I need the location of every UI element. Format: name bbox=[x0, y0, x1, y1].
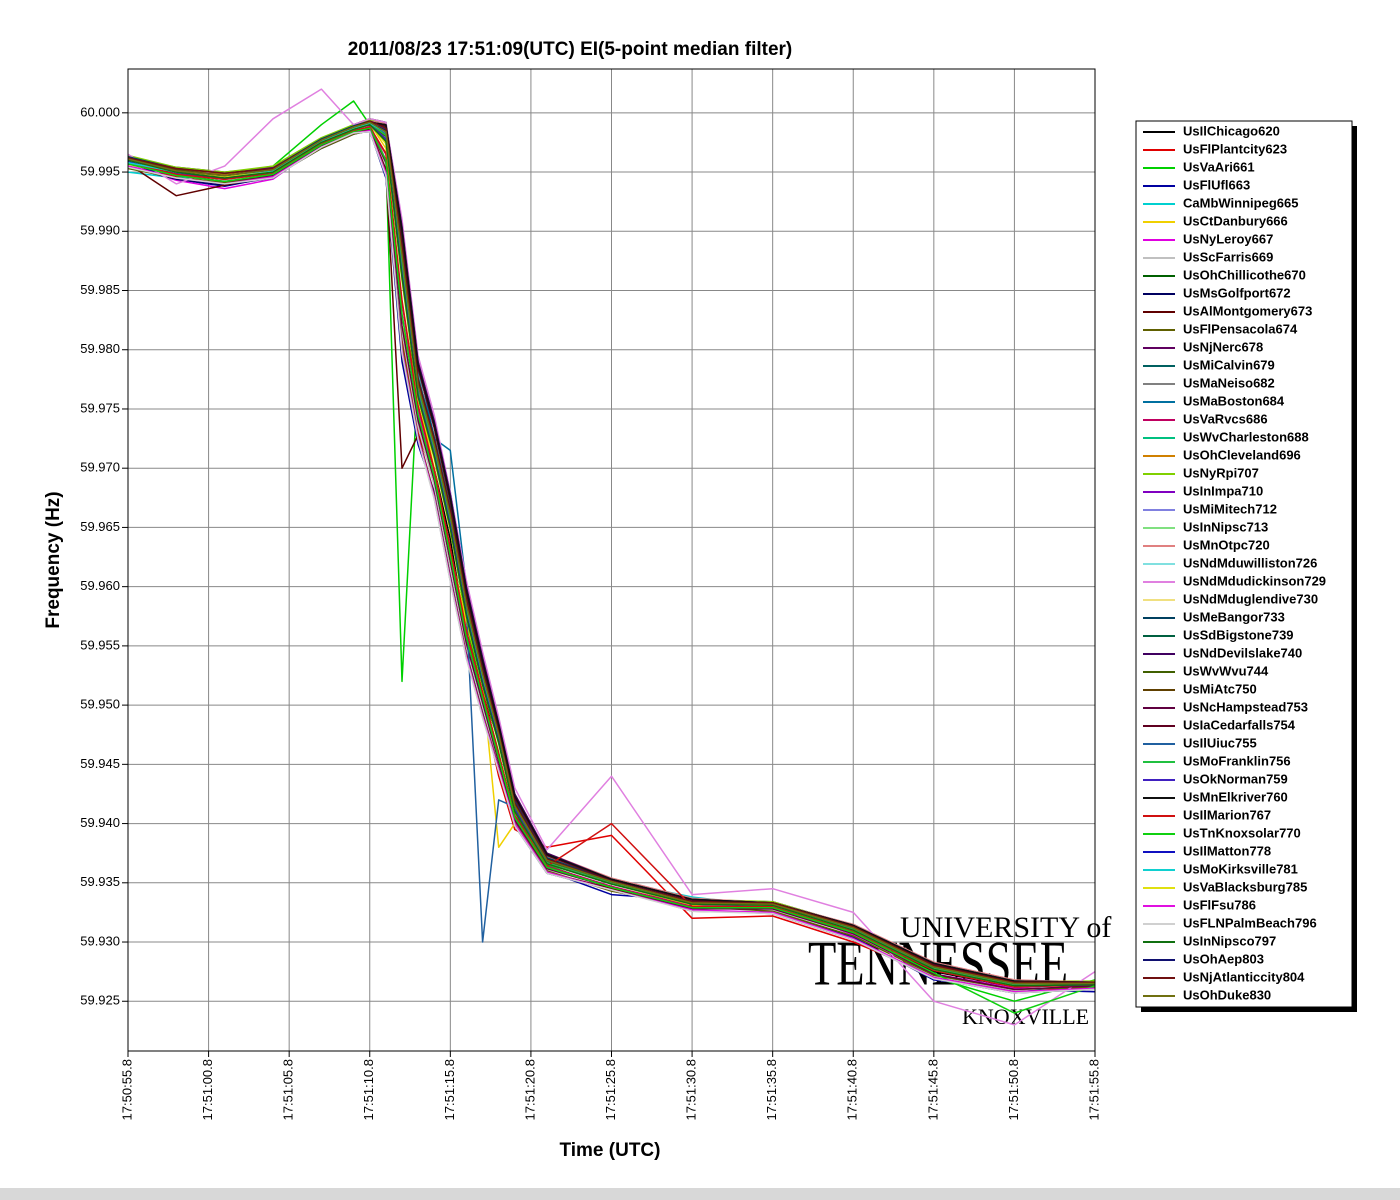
series-line bbox=[127, 121, 1095, 985]
legend-label: UsNyRpi707 bbox=[1183, 465, 1259, 480]
legend-label: UsFlPensacola674 bbox=[1183, 321, 1298, 336]
x-tick-label: 17:51:20.8 bbox=[522, 1059, 537, 1120]
y-tick-label: 59.930 bbox=[80, 933, 120, 948]
y-tick-label: 59.980 bbox=[80, 341, 120, 356]
legend-label: UsIlMarion767 bbox=[1183, 807, 1271, 822]
x-tick-label: 17:51:50.8 bbox=[1006, 1059, 1021, 1120]
legend-label: UsMnElkriver760 bbox=[1183, 789, 1288, 804]
x-tick-label: 17:51:40.8 bbox=[845, 1059, 860, 1120]
legend-label: UsInImpa710 bbox=[1183, 483, 1263, 498]
y-tick-label: 59.945 bbox=[80, 756, 120, 771]
series-line bbox=[127, 127, 1096, 991]
legend-label: UsIlMatton778 bbox=[1183, 843, 1271, 858]
legend-label: UsVaAri661 bbox=[1183, 159, 1255, 174]
y-tick-label: 59.950 bbox=[80, 697, 120, 712]
legend-label: UsFlFsu786 bbox=[1183, 897, 1256, 912]
chart-title: 2011/08/23 17:51:09(UTC) EI(5-point medi… bbox=[348, 39, 793, 60]
legend-label: UsNdMduglendive730 bbox=[1183, 591, 1318, 606]
legend-label: UsScFarris669 bbox=[1183, 249, 1273, 264]
plot-frame bbox=[127, 68, 1096, 1052]
legend-label: UsMoFranklin756 bbox=[1183, 753, 1291, 768]
x-tick-label: 17:51:30.8 bbox=[684, 1059, 699, 1120]
x-tick-label: 17:51:00.8 bbox=[200, 1059, 215, 1120]
y-tick-label: 59.940 bbox=[80, 815, 120, 830]
legend-label: UsNjNerc678 bbox=[1183, 339, 1263, 354]
legend-label: UsMiAtc750 bbox=[1183, 681, 1257, 696]
legend-label: UsWvCharleston688 bbox=[1183, 429, 1309, 444]
legend-label: UsIlUiuc755 bbox=[1183, 735, 1257, 750]
legend-label: UsIlChicago620 bbox=[1183, 123, 1280, 138]
series-line bbox=[127, 127, 1096, 1014]
legend-label: UsNdDevilslake740 bbox=[1183, 645, 1302, 660]
legend-label: UsMaNeiso682 bbox=[1183, 375, 1275, 390]
legend-label: UsFLNPalmBeach796 bbox=[1183, 915, 1317, 930]
legend-label: UsOhAep803 bbox=[1183, 951, 1264, 966]
x-axis-label: Time (UTC) bbox=[560, 1140, 661, 1161]
legend-label: UsOhChillicothe670 bbox=[1183, 267, 1306, 282]
legend-label: UsNjAtlanticcity804 bbox=[1183, 969, 1305, 984]
y-tick-label: 59.925 bbox=[80, 993, 120, 1008]
y-tick-label: 59.955 bbox=[80, 637, 120, 652]
plot-area bbox=[127, 69, 1096, 1051]
legend-label: UsOhDuke830 bbox=[1183, 987, 1271, 1002]
legend-label: UsNdMdudickinson729 bbox=[1183, 573, 1326, 588]
legend-label: UsMeBangor733 bbox=[1183, 609, 1285, 624]
legend-label: UsNyLeroy667 bbox=[1183, 231, 1273, 246]
y-tick-label: 59.970 bbox=[80, 460, 120, 475]
y-tick-label: 60.000 bbox=[80, 104, 120, 119]
y-tick-label: 59.975 bbox=[80, 400, 120, 415]
legend-label: UsAlMontgomery673 bbox=[1183, 303, 1312, 318]
y-tick-label: 59.995 bbox=[80, 163, 120, 178]
series-line bbox=[127, 123, 1096, 987]
series-line bbox=[127, 131, 1096, 994]
x-tick-label: 17:51:15.8 bbox=[442, 1059, 457, 1120]
watermark-text: KNOXVILLE bbox=[962, 1004, 1089, 1029]
x-tick-label: 17:50:55.8 bbox=[119, 1059, 134, 1120]
legend-label: UsVaBlacksburg785 bbox=[1183, 879, 1307, 894]
legend-label: CaMbWinnipeg665 bbox=[1183, 195, 1298, 210]
legend-label: UsMsGolfport672 bbox=[1183, 285, 1291, 300]
legend-label: UsTnKnoxsolar770 bbox=[1183, 825, 1301, 840]
y-tick-label: 59.985 bbox=[80, 282, 120, 297]
x-tick-label: 17:51:25.8 bbox=[603, 1059, 618, 1120]
y-tick-label: 59.935 bbox=[80, 874, 120, 889]
x-tick-label: 17:51:05.8 bbox=[281, 1059, 296, 1120]
legend-label: UsMnOtpc720 bbox=[1183, 537, 1270, 552]
x-tick-label: 17:51:45.8 bbox=[925, 1059, 940, 1120]
y-tick-label: 59.960 bbox=[80, 578, 120, 593]
legend-label: UsFlPlantcity623 bbox=[1183, 141, 1287, 156]
x-tick-label: 17:51:10.8 bbox=[361, 1059, 376, 1120]
y-axis-label: Frequency (Hz) bbox=[43, 491, 64, 628]
legend-label: UsVaRvcs686 bbox=[1183, 411, 1268, 426]
legend-label: UsFlUfl663 bbox=[1183, 177, 1250, 192]
legend-label: UsWvWvu744 bbox=[1183, 663, 1269, 678]
legend-label: UsMaBoston684 bbox=[1183, 393, 1285, 408]
legend-label: UsSdBigstone739 bbox=[1183, 627, 1294, 642]
y-tick-label: 59.965 bbox=[80, 519, 120, 534]
x-tick-label: 17:51:35.8 bbox=[764, 1059, 779, 1120]
legend-label: UsMiMitech712 bbox=[1183, 501, 1277, 516]
legend-label: UsInNipsco797 bbox=[1183, 933, 1276, 948]
series-line bbox=[127, 126, 1096, 988]
legend-label: UsCtDanbury666 bbox=[1183, 213, 1288, 228]
legend-label: UsMoKirksville781 bbox=[1183, 861, 1298, 876]
x-tick-label: 17:51:55.8 bbox=[1086, 1059, 1101, 1120]
legend-label: UsInNipsc713 bbox=[1183, 519, 1268, 534]
bottom-band bbox=[0, 1188, 1400, 1200]
legend-label: UsMiCalvin679 bbox=[1183, 357, 1275, 372]
legend-label: UsNcHampstead753 bbox=[1183, 699, 1308, 714]
watermark-text: UNIVERSITY of bbox=[900, 911, 1111, 944]
y-tick-label: 59.990 bbox=[80, 223, 120, 238]
legend-label: UsOkNorman759 bbox=[1183, 771, 1288, 786]
legend-label: UsIaCedarfalls754 bbox=[1183, 717, 1296, 732]
legend-label: UsNdMduwilliston726 bbox=[1183, 555, 1317, 570]
legend-label: UsOhCleveland696 bbox=[1183, 447, 1301, 462]
